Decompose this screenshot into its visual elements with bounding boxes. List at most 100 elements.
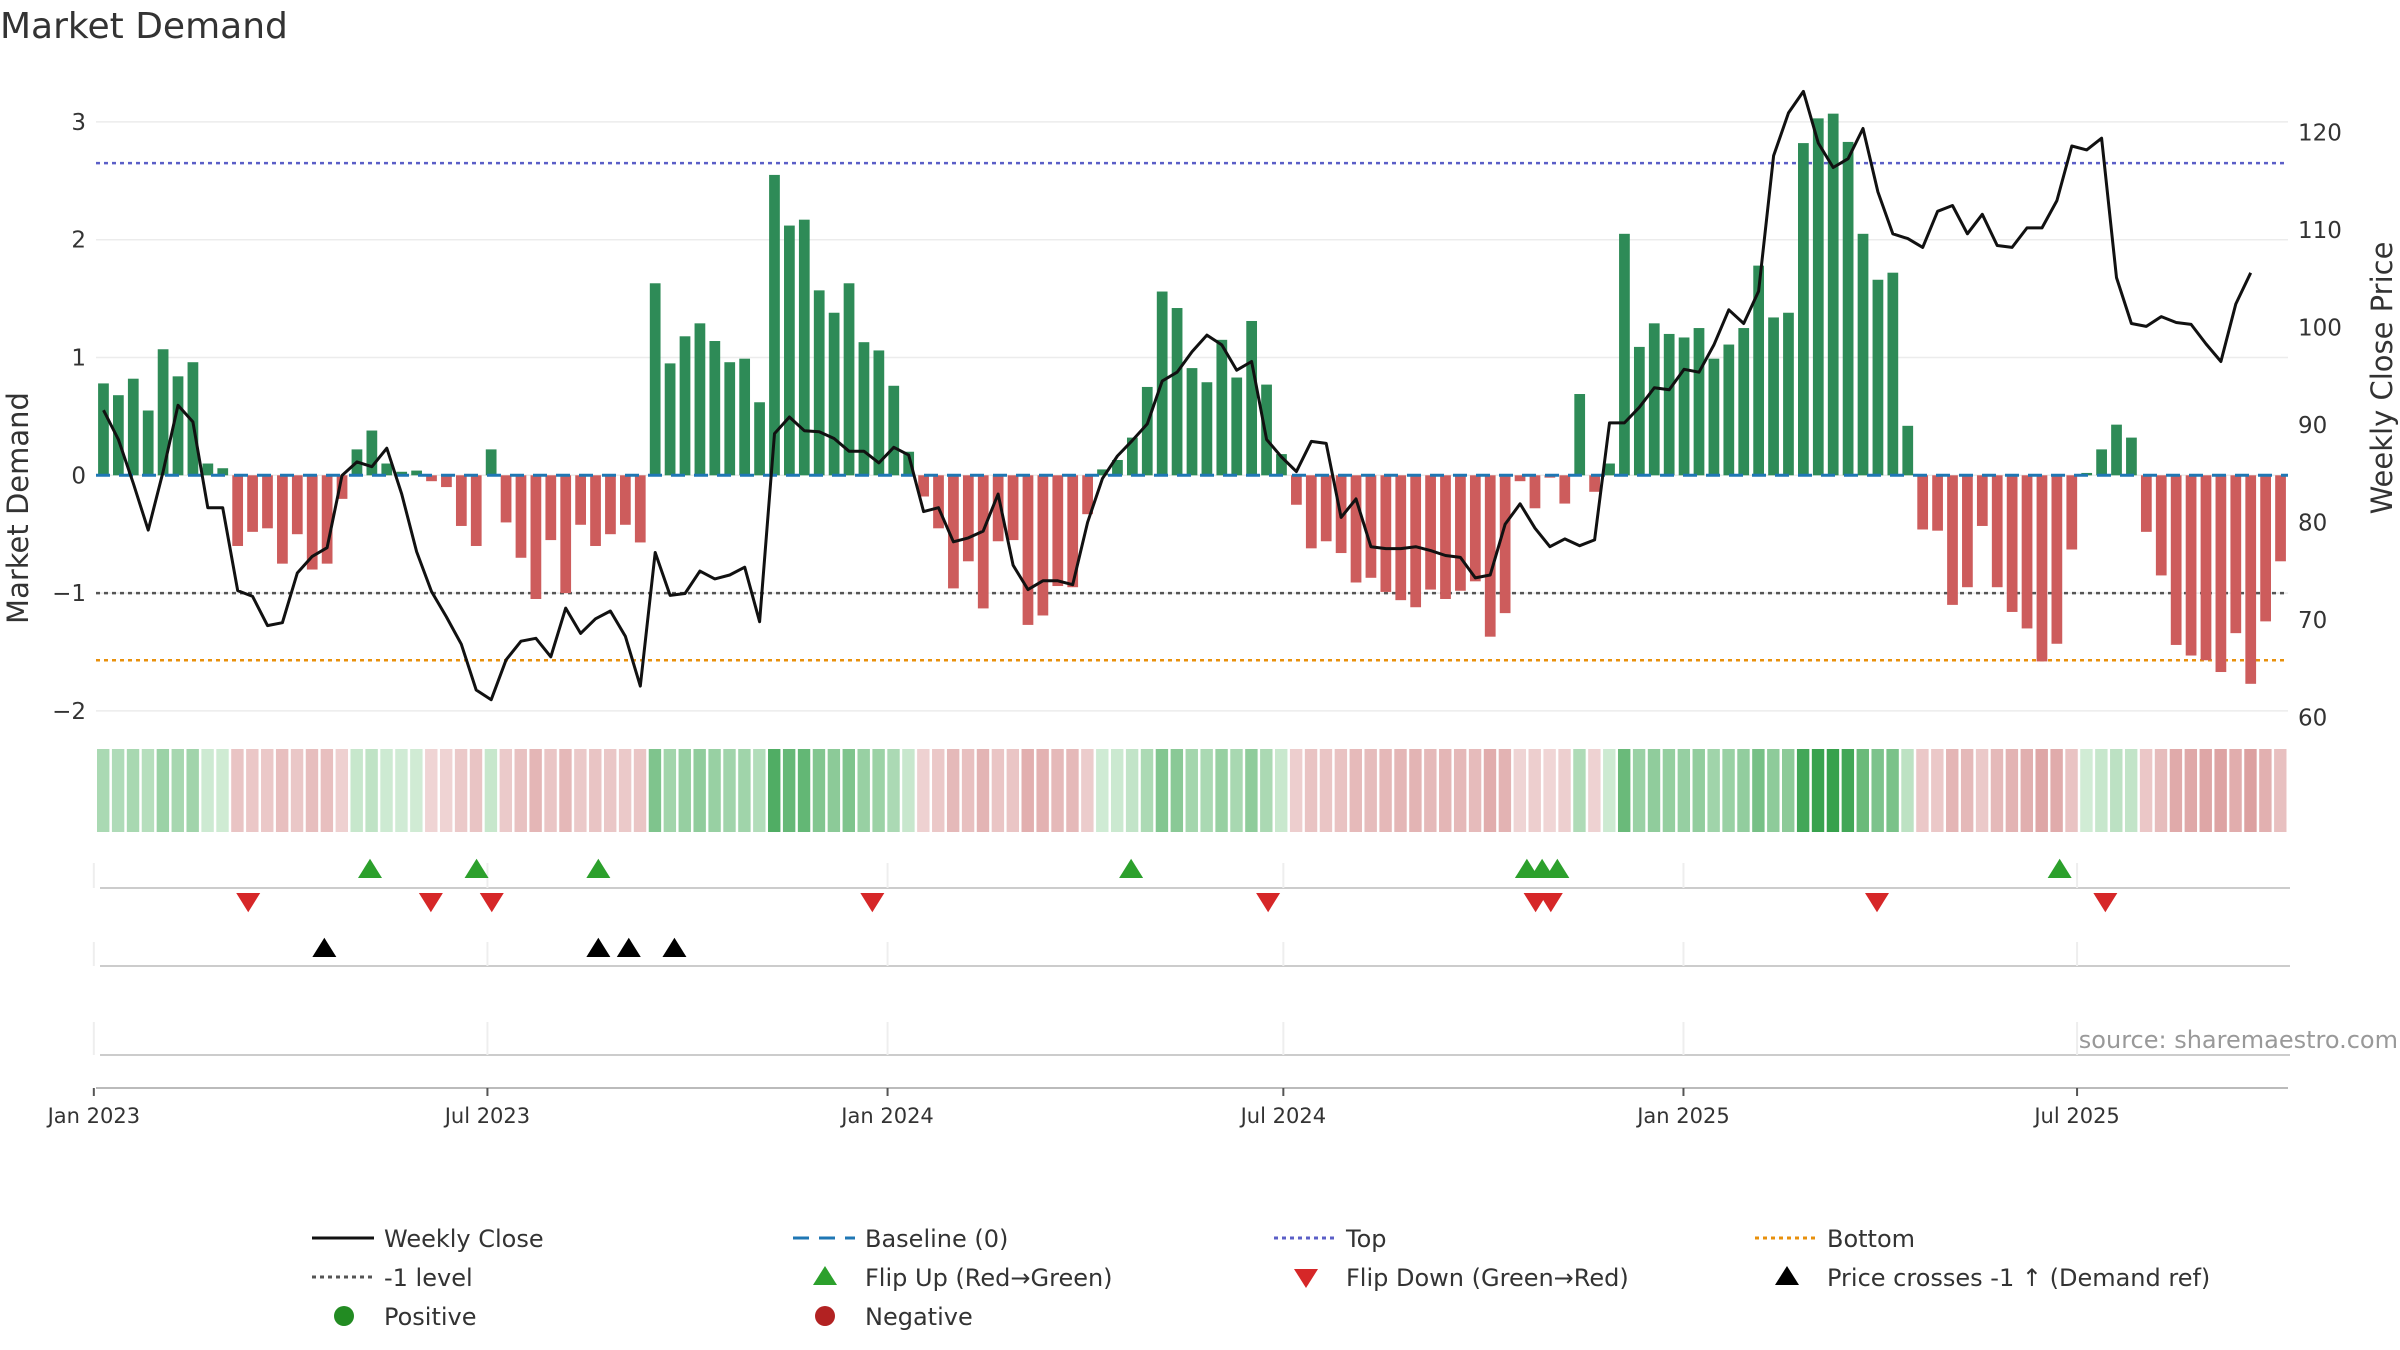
strip-cell: [738, 749, 751, 832]
strip-cell: [663, 749, 677, 832]
strip-cell: [1319, 749, 1333, 832]
strip-cell: [1603, 749, 1616, 832]
demand-bar: [634, 475, 646, 543]
flip-down-marker: [2093, 893, 2118, 913]
legend-label: Bottom: [1827, 1225, 1915, 1253]
demand-bar: [157, 349, 169, 476]
strip-cell: [1975, 749, 1989, 832]
demand-bar: [843, 283, 855, 476]
strip-cell: [2080, 749, 2093, 832]
strip-cell: [1722, 749, 1735, 832]
strip-cell: [1871, 749, 1884, 832]
strip-cell: [574, 749, 587, 832]
strip-cell: [603, 749, 617, 832]
demand-bar: [262, 475, 273, 529]
demand-bar: [232, 475, 244, 546]
strip-cell: [872, 749, 885, 832]
strip-cell: [1528, 749, 1541, 832]
demand-bar: [1082, 475, 1093, 515]
demand-bar: [1141, 386, 1153, 476]
demand-bar: [1231, 377, 1243, 476]
strip-cell: [246, 749, 259, 832]
demand-bar: [2185, 475, 2197, 656]
strip-cell: [514, 749, 527, 832]
demand-bar: [321, 475, 333, 564]
strip-cell: [1856, 749, 1869, 832]
strip-cell: [1185, 749, 1198, 832]
strip-cell: [1886, 749, 1899, 832]
flip-down-marker: [236, 893, 261, 913]
left-tick-label: −2: [52, 699, 86, 725]
strip-cell: [261, 749, 274, 832]
legend-item-flip_down: Flip Down (Green→Red): [1294, 1264, 1629, 1292]
strip-cell: [1006, 749, 1020, 832]
strip-cell: [2214, 749, 2227, 832]
flip-up-marker: [1119, 858, 1144, 878]
strip-cell: [1647, 749, 1661, 832]
price-cross-marker: [586, 937, 611, 957]
legend-item-top: Top: [1274, 1225, 1387, 1253]
flip-down-marker: [860, 893, 885, 913]
strip-cell: [335, 749, 348, 832]
demand-bar: [1305, 475, 1317, 549]
strip-cell: [410, 749, 423, 832]
demand-bar: [1529, 475, 1541, 509]
strip-cell: [1707, 749, 1720, 832]
strip-cell: [2110, 749, 2123, 832]
demand-bar: [1097, 469, 1108, 476]
strip-cell: [2199, 749, 2212, 832]
weekly-close-line: [102, 89, 2253, 702]
strip-cell: [1200, 749, 1213, 832]
right-axis-ticks: 120 110 100 90 80 70 60: [2298, 120, 2342, 731]
demand-bar: [739, 358, 751, 476]
demand-bar: [1738, 328, 1750, 476]
demand-bar: [1619, 233, 1630, 476]
demand-bar: [426, 475, 437, 482]
demand-bar: [948, 475, 959, 589]
demand-bar: [798, 219, 810, 476]
demand-bar: [1067, 475, 1079, 588]
strip-cell: [1066, 749, 1079, 832]
reference-lines: [96, 161, 2288, 662]
demand-bar: [1291, 475, 1302, 505]
strip-cell: [1931, 749, 1944, 832]
strip-cell: [1632, 749, 1646, 832]
strip-cell: [2184, 749, 2198, 832]
demand-bar: [679, 336, 691, 476]
demand-bar: [1827, 113, 1839, 476]
strip-cell: [618, 749, 632, 832]
strip-cell: [589, 749, 602, 832]
flip-up-marker: [2047, 858, 2072, 878]
demand-bar: [172, 376, 184, 476]
strip-cell: [484, 749, 498, 832]
demand-bar: [455, 475, 467, 526]
demand-bar: [1186, 368, 1198, 476]
demand-bar: [1991, 475, 2003, 588]
demand-bar: [858, 342, 870, 476]
strip-cell: [991, 749, 1005, 832]
demand-bar: [888, 385, 900, 476]
price-cross-marker: [312, 937, 337, 957]
demand-bar: [2200, 475, 2212, 661]
strip-cell: [633, 749, 647, 832]
left-tick-label: −1: [52, 581, 86, 607]
strip-cell: [305, 749, 319, 832]
demand-bar: [1559, 475, 1571, 504]
strip-cell: [1081, 749, 1094, 832]
demand-bar: [1947, 475, 1958, 605]
strip-cell: [425, 749, 438, 832]
strip-cell: [1483, 749, 1497, 832]
demand-bar: [619, 475, 631, 525]
strip-cell: [1096, 749, 1109, 832]
demand-bar: [1112, 459, 1123, 476]
demand-bar: [724, 362, 736, 476]
strip-cell: [2095, 749, 2108, 832]
strip-cell: [902, 749, 915, 832]
demand-bar: [1380, 475, 1392, 592]
demand-bar: [1514, 475, 1526, 482]
strip-cell: [1826, 749, 1840, 832]
demand-bar: [127, 378, 139, 476]
demand-bar: [1902, 425, 1914, 476]
strip-cell: [678, 749, 691, 832]
demand-bar: [202, 463, 214, 476]
